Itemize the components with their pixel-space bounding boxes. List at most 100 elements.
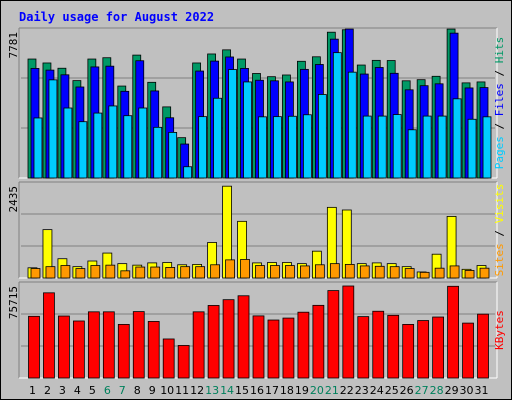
sites-bar [374,265,385,279]
day-tick-label: 4 [74,384,81,397]
legend-entry: Hits [493,37,506,64]
pages-bar [108,105,118,179]
panel-1-legend: Pages / Files / Hits [493,37,506,170]
day-tick-label: 17 [265,384,279,397]
chart-title: Daily usage for August 2022 [19,10,214,24]
sites-bar [90,265,101,279]
day-tick-label: 19 [295,384,309,397]
sites-bar [30,268,41,279]
kbytes-bar [342,285,355,379]
sites-bar [389,266,400,279]
pages-bar [63,107,73,179]
day-tick-label: 14 [220,384,234,397]
pages-bar [33,117,43,179]
pages-bar [228,69,237,179]
kbytes-bar [252,315,265,379]
sites-bar [165,267,176,279]
kbytes-bar [147,321,160,379]
kbytes-bar [477,313,489,379]
kbytes-bar [162,338,175,379]
day-tick-label: 16 [250,384,264,397]
legend-entry: Files [493,83,506,116]
kbytes-bar [192,311,205,379]
sites-bar [419,271,430,279]
pages-bar [198,116,208,179]
day-tick-label: 5 [89,384,96,397]
kbytes-bar [357,316,370,379]
day-tick-label: 6 [104,384,111,397]
panel-2-ymax-label: 2435 [7,186,20,213]
day-tick-label: 1 [29,384,36,397]
kbytes-bar [462,322,474,379]
pages-bar [377,115,387,179]
pages-bar [392,114,402,179]
sites-bar [180,266,191,279]
day-tick-label: 22 [340,384,354,397]
kbytes-bar [177,345,190,379]
day-tick-label: 13 [205,384,219,397]
day-tick-label: 31 [475,384,489,397]
kbytes-bar [117,324,130,379]
sites-bar [120,270,131,279]
kbytes-bar [297,311,310,379]
sites-bar [135,266,146,279]
pages-bar [258,116,267,179]
legend-entry: Visits [493,184,506,224]
sites-bar [45,266,56,279]
sites-bar [464,270,475,279]
pages-bar [452,98,462,179]
pages-bar [123,115,133,179]
day-tick-label: 3 [59,384,66,397]
day-tick-label: 20 [310,384,324,397]
sites-bar [240,259,250,279]
pages-bar [332,52,342,179]
panel-2-legend: Sites / Visits [493,184,506,277]
legend-entry: / [493,63,506,83]
pages-bar [467,118,477,179]
legend-entry: Pages [493,136,506,169]
sites-bar [60,265,71,279]
pages-bar [362,115,372,179]
kbytes-bar [58,315,70,379]
day-tick-label: 24 [370,384,384,397]
kbytes-bar [207,305,220,379]
sites-bar [210,264,220,279]
day-tick-label: 11 [175,384,189,397]
kbytes-bar [387,314,400,379]
kbytes-bar [28,315,40,379]
pages-bar [153,126,163,179]
pages-bar [303,114,312,179]
kbytes-bar [372,310,385,379]
pages-bar [168,132,178,179]
day-tick-label: 9 [149,384,156,397]
panel-1-ymax-label: 7781 [7,32,20,59]
kbytes-bar [102,311,115,379]
pages-bar [482,116,492,179]
day-tick-label: 2 [44,384,51,397]
pages-bar [422,115,432,179]
legend-entry: KBytes [493,310,506,350]
day-tick-label: 8 [134,384,141,397]
legend-entry: / [493,116,506,136]
day-tick-label: 30 [460,384,474,397]
kbytes-bar [87,311,100,379]
day-tick-label: 7 [119,384,126,397]
pages-bar [78,121,88,179]
sites-bar [255,265,265,279]
sites-bar [329,263,340,279]
sites-bar [344,263,355,279]
sites-bar [270,265,280,279]
kbytes-bar [447,285,459,379]
day-tick-label: 29 [445,384,459,397]
sites-bar [75,268,86,279]
pages-bar [93,112,103,179]
sites-bar [359,265,370,279]
pages-bar [243,81,252,179]
sites-bar [300,265,310,279]
pages-bar [138,107,148,179]
panel-3-ymax-label: 75715 [7,286,20,319]
pages-bar [347,71,357,179]
day-tick-label: 27 [415,384,429,397]
